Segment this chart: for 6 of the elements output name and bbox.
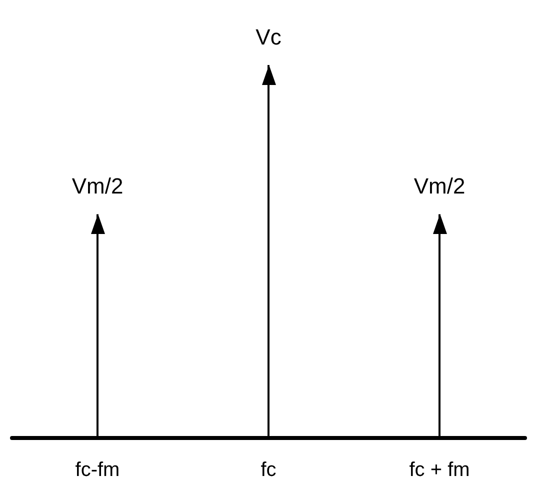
x-tick-label: fc-fm: [75, 459, 120, 481]
annotation: Vm/2: [72, 174, 124, 199]
annotation: Vm/2: [414, 174, 466, 199]
x-tick-label: fc + fm: [409, 459, 470, 481]
x-tick-label: fc: [260, 459, 276, 481]
annotation: Vc: [256, 24, 282, 50]
